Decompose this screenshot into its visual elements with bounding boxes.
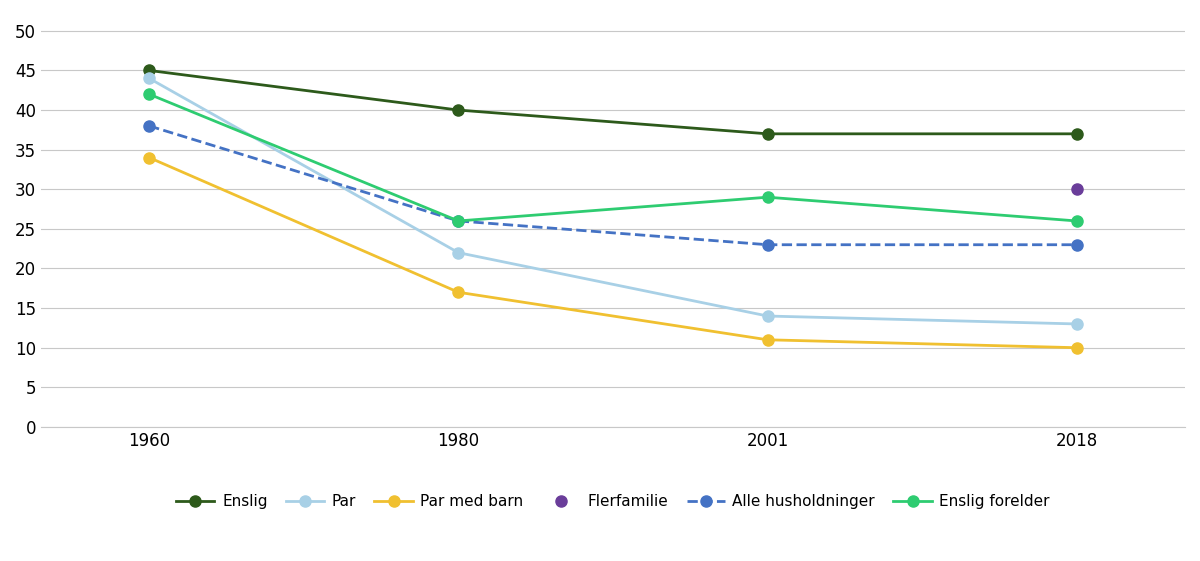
Legend: Enslig, Par, Par med barn, Flerfamilie, Alle husholdninger, Enslig forelder: Enslig, Par, Par med barn, Flerfamilie, …	[170, 488, 1056, 516]
